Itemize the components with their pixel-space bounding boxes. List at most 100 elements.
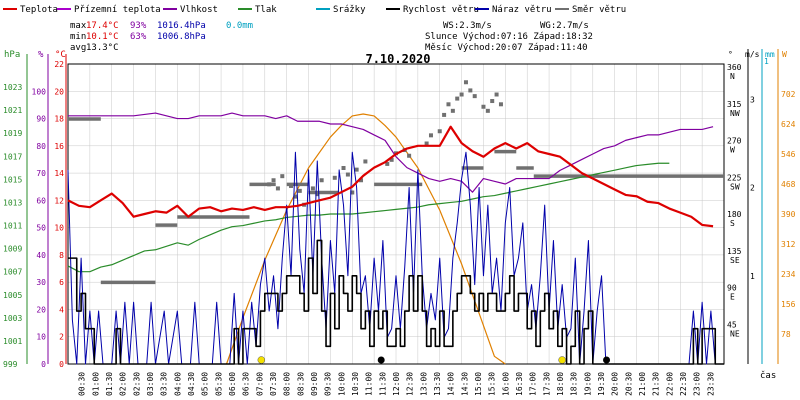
time-axis-label: čas	[760, 370, 776, 381]
wind-direction-point	[455, 96, 460, 101]
x-tick-label: 16:00	[501, 372, 510, 396]
humidity-tick: 100	[32, 87, 47, 96]
stats-max-label: max	[70, 21, 87, 31]
stats-avg-label: avg	[70, 43, 86, 53]
x-tick-label: 07:00	[255, 372, 264, 396]
temperature-tick: 6	[59, 278, 64, 287]
humidity-tick: 90	[36, 115, 46, 124]
direction-cardinal: NW	[730, 109, 740, 118]
plot-area	[67, 80, 724, 365]
x-tick-label: 02:00	[119, 372, 128, 396]
wind-direction-point	[363, 159, 368, 164]
legend-label: Směr větru	[572, 5, 626, 15]
x-tick-label: 13:00	[419, 372, 428, 396]
moon-event-icon	[603, 356, 611, 364]
x-tick-label: 08:00	[283, 372, 292, 396]
x-tick-label: 03:00	[146, 372, 155, 396]
x-tick-label: 22:30	[679, 372, 688, 396]
stats-min-hum: 63%	[130, 32, 147, 42]
pressure-tick: 1021	[3, 106, 22, 115]
temperature-tick: 2	[59, 333, 64, 342]
stats-max-rain: 0.0mm	[226, 21, 253, 31]
x-tick-label: 19:30	[597, 372, 606, 396]
x-tick-label: 14:30	[460, 372, 469, 396]
moon-event-icon	[377, 356, 385, 364]
x-tick-label: 23:00	[693, 372, 702, 396]
humidity-tick: 30	[36, 278, 46, 287]
wind-direction-point	[280, 174, 285, 179]
humidity-tick: 50	[36, 224, 46, 233]
wind-direction-point	[389, 157, 394, 162]
x-tick-label: 01:30	[105, 372, 114, 396]
temperature-tick: 10	[54, 224, 64, 233]
stats-max-hum: 93%	[130, 21, 147, 31]
wind-direction-point	[354, 167, 359, 172]
chart-title: 7.10.2020	[365, 52, 430, 66]
x-tick-label: 18:00	[556, 372, 565, 396]
pressure-tick: 1003	[3, 314, 22, 323]
temperature-tick: 14	[54, 169, 64, 178]
wind-direction-point	[472, 94, 477, 99]
wind-direction-point	[463, 80, 468, 85]
legend-label: Rychlost větru	[403, 5, 479, 15]
x-tick-label: 03:30	[160, 372, 169, 396]
stats-avg-temp: 13.3°C	[86, 43, 119, 53]
wind-speed-line	[68, 239, 724, 365]
wind-direction-point	[494, 92, 499, 97]
stats-min-press: 1006.8hPa	[157, 32, 206, 42]
wind-direction-point	[498, 102, 503, 107]
x-tick-label: 23:30	[706, 372, 715, 396]
humidity-tick: 20	[36, 305, 46, 314]
temperature-tick: 4	[59, 305, 64, 314]
legend-label: Náraz větru	[492, 5, 552, 15]
solar-tick: 78	[781, 330, 791, 339]
humidity-tick: 40	[36, 251, 46, 260]
pressure-tick: 1009	[3, 245, 22, 254]
wind-direction-point	[271, 178, 276, 183]
solar-tick: 312	[781, 240, 796, 249]
x-tick-label: 14:00	[447, 372, 456, 396]
pressure-tick: 1001	[3, 337, 22, 346]
wind-direction-point	[310, 186, 315, 191]
direction-unit: °	[728, 50, 733, 59]
stats-max-temp: 17.4°C	[86, 21, 119, 31]
wind-direction-point	[289, 183, 294, 188]
wind-direction-point	[459, 92, 464, 97]
humidity-unit: %	[38, 50, 44, 60]
wind-unit: m/s	[745, 50, 760, 59]
pressure-tick: 1017	[3, 152, 22, 161]
direction-tick: 135	[727, 247, 742, 256]
legend-label: Přízemní teplota	[74, 5, 161, 15]
x-tick-label: 12:00	[392, 372, 401, 396]
temperature-tick: 22	[54, 60, 64, 69]
x-tick-label: 15:30	[488, 372, 497, 396]
pressure-tick: 1023	[3, 83, 22, 92]
x-tick-label: 09:00	[310, 372, 319, 396]
x-tick-label: 15:00	[474, 372, 483, 396]
wind-tick: 2	[750, 184, 755, 193]
x-tick-label: 19:00	[583, 372, 592, 396]
pressure-tick: 1015	[3, 175, 22, 184]
temperature-tick: 12	[54, 196, 64, 205]
pressure-unit: hPa	[4, 50, 20, 60]
wind-direction-point	[446, 102, 451, 107]
x-tick-label: 00:30	[78, 372, 87, 396]
moon-times: Měsíc Východ:20:07 Západ:11:40	[425, 43, 588, 53]
temperature-unit: °C	[55, 50, 66, 60]
pressure-tick: 999	[3, 360, 18, 369]
stats-max-press: 1016.4hPa	[157, 21, 206, 31]
solar-tick: 702	[781, 90, 796, 99]
wind-direction-point	[275, 186, 280, 191]
rain-tick: 1	[764, 57, 769, 66]
wind-direction-point	[319, 178, 324, 183]
solar-tick: 624	[781, 120, 796, 129]
direction-tick: 180	[727, 210, 742, 219]
solar-tick: 468	[781, 180, 796, 189]
x-tick-label: 17:30	[542, 372, 551, 396]
wind-direction-point	[485, 108, 490, 113]
wind-direction-point	[267, 182, 272, 187]
direction-cardinal: N	[730, 72, 735, 81]
legend: Teplota Přízemní teplota Vlhkost Tlak Srážky…	[3, 5, 626, 15]
wind-direction-point	[428, 133, 433, 138]
